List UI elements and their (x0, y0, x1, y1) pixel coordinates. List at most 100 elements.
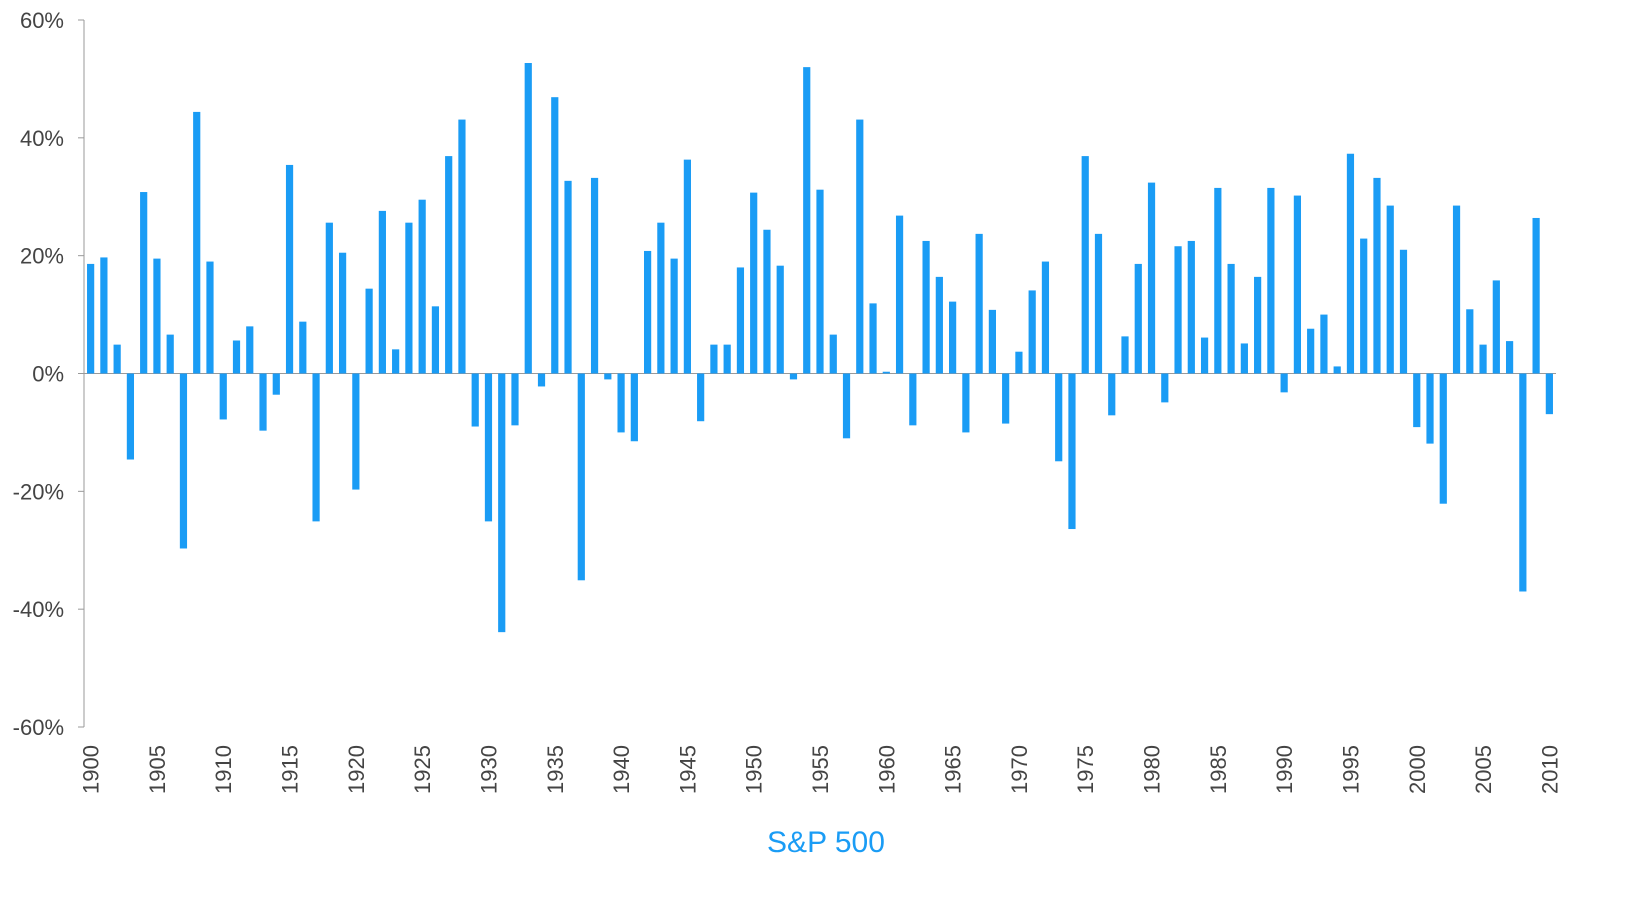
bar (763, 229, 771, 374)
bar (604, 373, 612, 380)
bar (842, 373, 851, 439)
bar (537, 373, 546, 387)
bar (1346, 153, 1355, 374)
bar (617, 373, 625, 433)
bar (126, 373, 135, 460)
bar (153, 258, 161, 374)
bar (1041, 261, 1050, 374)
x-tick-label: 1940 (609, 745, 634, 794)
bar (1227, 263, 1235, 374)
bar (524, 63, 532, 374)
bar (193, 111, 201, 374)
bar (1439, 373, 1447, 504)
bar (590, 177, 599, 374)
bar (1307, 328, 1315, 374)
bar (166, 334, 174, 374)
bar (1240, 343, 1248, 374)
x-tick-label: 1910 (211, 745, 236, 794)
y-tick-label: 20% (20, 244, 64, 269)
x-tick-label: 1935 (543, 745, 568, 794)
y-tick-label: -20% (13, 479, 64, 504)
x-tick-label: 1925 (410, 745, 435, 794)
bar (1002, 373, 1010, 424)
bar (219, 373, 227, 420)
bar (895, 215, 904, 374)
bar (1293, 195, 1302, 374)
x-tick-label: 1975 (1073, 745, 1098, 794)
x-tick-label: 1930 (476, 745, 501, 794)
bar (1134, 263, 1142, 374)
bar (1373, 177, 1381, 374)
bar (1360, 238, 1368, 374)
bar (511, 373, 519, 426)
bar (1174, 246, 1182, 374)
x-tick-label: 1900 (79, 745, 104, 794)
bar (232, 340, 241, 374)
bar (1147, 182, 1156, 374)
bar (299, 321, 307, 374)
bar (392, 349, 400, 374)
bar (710, 344, 718, 374)
bar (1200, 337, 1209, 374)
bar (1452, 205, 1461, 374)
bar (405, 222, 413, 374)
bar (1161, 373, 1169, 403)
x-tick-label: 2005 (1471, 745, 1496, 794)
bar (1214, 187, 1222, 374)
bar (962, 373, 970, 433)
bar (1333, 366, 1341, 374)
x-tick-label: 1905 (145, 745, 170, 794)
bar (272, 373, 280, 395)
bar (1545, 373, 1553, 415)
y-tick-label: 40% (20, 126, 64, 151)
bar (869, 303, 877, 374)
bar (365, 288, 373, 374)
bar (644, 250, 652, 374)
bar (378, 210, 386, 374)
bar (1068, 373, 1076, 530)
x-tick-label: 2010 (1537, 745, 1562, 794)
x-axis-title: S&P 500 (767, 826, 885, 859)
bar (816, 189, 824, 374)
bar (551, 97, 559, 374)
y-tick-label: 0% (32, 362, 64, 387)
bar (484, 373, 493, 522)
bar (1187, 240, 1195, 374)
x-tick-label: 1945 (675, 745, 700, 794)
bar (750, 192, 758, 374)
x-tick-label: 1915 (278, 745, 303, 794)
bar (418, 199, 426, 374)
bar (458, 119, 466, 374)
bar (471, 373, 479, 427)
bar (1413, 373, 1421, 428)
bar (1320, 314, 1328, 374)
bar (259, 373, 267, 431)
bar (100, 257, 108, 374)
x-tick-label: 1990 (1272, 745, 1297, 794)
bar (1055, 373, 1063, 462)
bar (498, 373, 506, 633)
bar (1399, 249, 1408, 374)
bar (683, 159, 691, 374)
bar (1121, 336, 1129, 374)
y-tick-label: 60% (20, 8, 64, 33)
bar (1386, 205, 1394, 374)
x-tick-label: 2000 (1405, 745, 1430, 794)
bar (1015, 351, 1023, 374)
bar (1492, 280, 1500, 374)
bar (564, 180, 572, 374)
bar (803, 67, 811, 374)
bar (113, 344, 121, 374)
bar (736, 267, 745, 374)
bar (882, 371, 890, 374)
bar (1505, 341, 1514, 374)
bar (1028, 290, 1036, 374)
bar (723, 344, 731, 374)
bar (789, 373, 798, 380)
bar (352, 373, 360, 490)
bar (1108, 373, 1116, 416)
bar (1479, 344, 1487, 374)
bar (1267, 187, 1275, 374)
bar (657, 222, 665, 374)
bar (935, 276, 943, 374)
